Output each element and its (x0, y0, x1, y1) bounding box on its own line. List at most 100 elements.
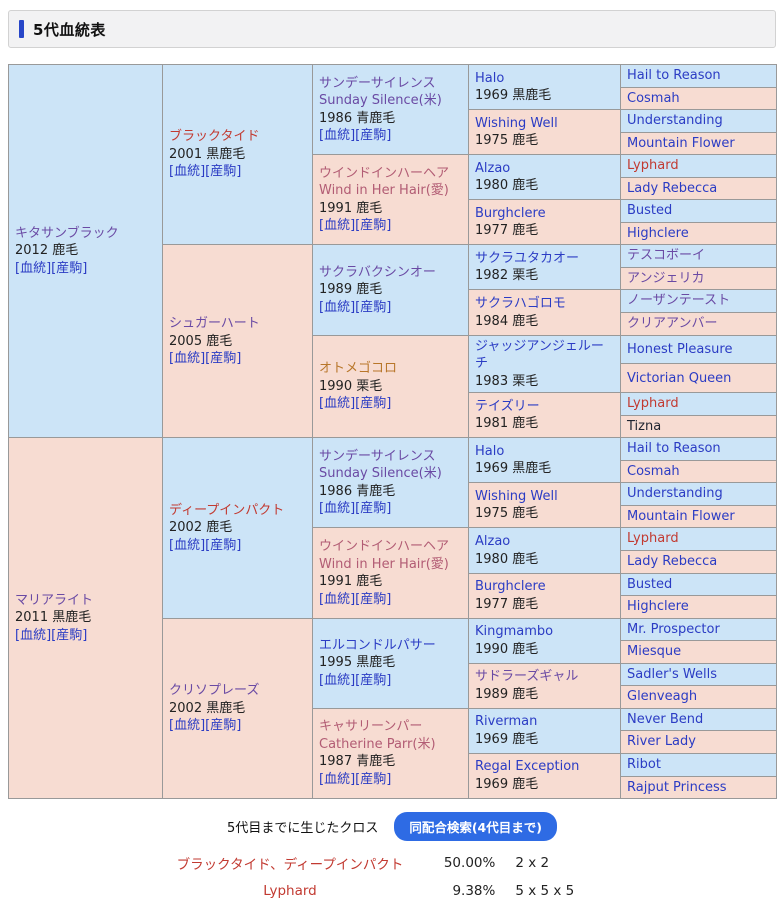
offspring-link[interactable]: [産駒] (355, 299, 392, 315)
horse-link[interactable]: Understanding (627, 113, 723, 129)
horse-link[interactable]: Highclere (627, 599, 689, 615)
horse-eng-link[interactable]: Sunday Silence(米) (319, 466, 442, 482)
horse-link[interactable]: アンジェリカ (627, 270, 705, 286)
horse-link[interactable]: テイズリー (475, 398, 540, 414)
horse-link[interactable]: サドラーズギャル (475, 669, 579, 685)
offspring-link[interactable]: [産駒] (51, 260, 88, 276)
pedigree-cell: ウインドインハーヘア Wind in Her Hair(愛) 1991 鹿毛 [血統]… (312, 527, 469, 619)
horse-link[interactable]: Mountain Flower (627, 508, 735, 524)
horse-link[interactable]: テスコボーイ (627, 248, 706, 264)
offspring-link[interactable]: [産駒] (205, 164, 242, 180)
horse-link[interactable]: Ribot (627, 756, 661, 772)
horse-link[interactable]: クリアアンバー (627, 316, 718, 332)
horse-link[interactable]: Victorian Queen (627, 370, 732, 386)
horse-eng-link[interactable]: Wind in Her Hair(愛) (319, 183, 449, 199)
offspring-link[interactable]: [産駒] (355, 128, 392, 144)
blood-link[interactable]: [血統] (319, 299, 356, 315)
horse-link[interactable]: Wishing Well (475, 115, 558, 131)
blood-link[interactable]: [血統] (319, 772, 356, 787)
horse-link[interactable]: Never Bend (627, 711, 704, 727)
blood-link[interactable]: [血統] (319, 128, 356, 144)
horse-link[interactable]: Lady Rebecca (627, 554, 718, 570)
horse-link[interactable]: Hail to Reason (627, 441, 721, 457)
horse-link[interactable]: Lyphard (627, 396, 679, 412)
pedigree-cell: Busted (620, 199, 777, 223)
horse-link[interactable]: サクラバクシンオー (319, 264, 436, 280)
blood-link[interactable]: [血統] (15, 260, 52, 276)
horse-eng-link[interactable]: Wind in Her Hair(愛) (319, 556, 449, 572)
horse-link[interactable]: Miesque (627, 644, 682, 660)
horse-link[interactable]: Lady Rebecca (627, 180, 718, 196)
horse-link[interactable]: サクラハゴロモ (475, 295, 566, 311)
offspring-link[interactable]: [産駒] (355, 772, 392, 787)
blood-link[interactable]: [血統] (169, 164, 206, 180)
horse-link[interactable]: ノーザンテースト (627, 293, 731, 309)
offspring-link[interactable]: [産駒] (355, 396, 392, 412)
horse-link[interactable]: Halo (475, 70, 505, 86)
horse-link[interactable]: Glenveagh (627, 689, 698, 705)
horse-link[interactable]: エルコンドルパサー (319, 637, 436, 653)
horse-link[interactable]: River Lady (627, 734, 696, 750)
offspring-link[interactable]: [産駒] (355, 501, 392, 517)
horse-link[interactable]: Busted (627, 576, 673, 592)
horse-link[interactable]: ディープインパクト (169, 502, 285, 518)
horse-link[interactable]: Lyphard (627, 158, 679, 174)
blood-link[interactable]: [血統] (319, 673, 356, 689)
horse-link[interactable]: Tizna (627, 418, 662, 434)
horse-link[interactable]: Highclere (627, 225, 689, 241)
horse-link[interactable]: Hail to Reason (627, 68, 721, 83)
horse-link[interactable]: Kingmambo (475, 624, 554, 640)
horse-link[interactable]: シュガーハート (169, 316, 260, 332)
horse-link[interactable]: ウインドインハーヘア (319, 538, 450, 554)
horse-link[interactable]: Halo (475, 443, 505, 459)
horse-link[interactable]: サクラユタカオー (475, 250, 580, 266)
pedigree-cell: Burghclere 1977 鹿毛 (468, 572, 621, 619)
offspring-link[interactable]: [産駒] (355, 673, 392, 689)
blood-link[interactable]: [血統] (169, 537, 206, 553)
horse-link[interactable]: キャサリーンパー (319, 719, 423, 735)
horse-link[interactable]: Alzao (475, 160, 511, 176)
horse-link[interactable]: Mountain Flower (627, 135, 735, 151)
offspring-link[interactable]: [産駒] (355, 591, 392, 607)
blood-link[interactable]: [血統] (319, 396, 356, 412)
offspring-link[interactable]: [産駒] (51, 627, 88, 643)
blood-link[interactable]: [血統] (319, 591, 356, 607)
offspring-link[interactable]: [産駒] (355, 218, 392, 234)
horse-link[interactable]: キタサンブラック (15, 225, 119, 241)
horse-link[interactable]: ブラックタイド (169, 129, 260, 145)
horse-eng-link[interactable]: Sunday Silence(米) (319, 93, 442, 109)
horse-link[interactable]: ウインドインハーヘア (319, 165, 450, 181)
horse-link[interactable]: Understanding (627, 486, 723, 502)
horse-link[interactable]: サンデーサイレンス (319, 75, 436, 91)
horse-link[interactable]: Riverman (475, 714, 538, 730)
horse-link[interactable]: Busted (627, 203, 673, 219)
horse-link[interactable]: Cosmah (627, 463, 680, 479)
horse-link[interactable]: サンデーサイレンス (319, 448, 436, 464)
horse-link[interactable]: Rajput Princess (627, 779, 727, 795)
horse-link[interactable]: Honest Pleasure (627, 341, 733, 357)
blood-link[interactable]: [血統] (319, 501, 356, 517)
horse-link[interactable]: Mr. Prospector (627, 621, 720, 637)
horse-link[interactable]: Burghclere (475, 205, 546, 221)
offspring-link[interactable]: [産駒] (205, 351, 242, 367)
blood-link[interactable]: [血統] (15, 627, 52, 643)
horse-link[interactable]: Alzao (475, 533, 511, 549)
offspring-link[interactable]: [産駒] (205, 537, 242, 553)
offspring-link[interactable]: [産駒] (205, 718, 242, 734)
blood-link[interactable]: [血統] (169, 718, 206, 734)
horse-eng-link[interactable]: Catherine Parr(米) (319, 736, 436, 752)
horse-link[interactable]: ジャッジアンジェルーチ (475, 338, 604, 372)
horse-link[interactable]: オトメゴコロ (319, 361, 398, 377)
same-breeding-search-button[interactable]: 同配合検索(4代目まで) (394, 812, 557, 842)
horse-link[interactable]: Burghclere (475, 579, 546, 595)
horse-link[interactable]: Sadler's Wells (627, 666, 717, 682)
horse-link[interactable]: Lyphard (627, 531, 679, 547)
blood-link[interactable]: [血統] (169, 351, 206, 367)
cell-links: [血統][産駒] (169, 163, 306, 181)
horse-link[interactable]: マリアライト (15, 592, 94, 608)
horse-link[interactable]: クリソプレーズ (169, 683, 260, 699)
horse-link[interactable]: Regal Exception (475, 759, 580, 775)
horse-link[interactable]: Cosmah (627, 90, 680, 106)
horse-link[interactable]: Wishing Well (475, 488, 558, 504)
blood-link[interactable]: [血統] (319, 218, 356, 234)
